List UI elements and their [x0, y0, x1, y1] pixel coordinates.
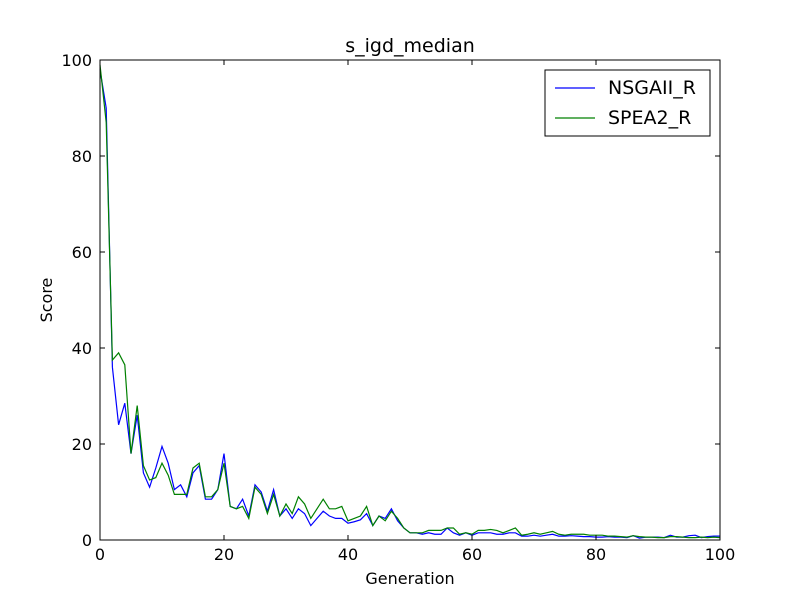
axes-frame: [99, 59, 721, 541]
x-tick-label: 80: [586, 545, 606, 564]
y-tick-label: 100: [61, 51, 92, 70]
legend-label-nsgaii-r: NSGAII_R: [608, 77, 696, 99]
x-tick-label: 60: [462, 545, 482, 564]
chart-title: s_igd_median: [345, 35, 475, 57]
ticks: 0 20 40 60 80 100 0 20 40 60 80 100: [61, 51, 735, 564]
x-tick-label: 20: [214, 545, 234, 564]
x-tick-label: 100: [705, 545, 736, 564]
x-axis-label: Generation: [365, 569, 454, 588]
x-tick-label: 0: [95, 545, 105, 564]
y-tick-label: 60: [72, 243, 92, 262]
legend: NSGAII_R SPEA2_R: [544, 69, 711, 137]
series-line-spea2-r: [99, 64, 721, 539]
x-tick-label: 40: [338, 545, 358, 564]
y-tick-label: 80: [72, 147, 92, 166]
y-axis-label: Score: [37, 278, 56, 323]
plot-area: [99, 64, 721, 539]
y-tick-label: 0: [82, 531, 92, 550]
y-tick-label: 40: [72, 339, 92, 358]
y-tick-label: 20: [72, 435, 92, 454]
legend-label-spea2-r: SPEA2_R: [608, 107, 691, 129]
legend-frame: [544, 69, 711, 137]
